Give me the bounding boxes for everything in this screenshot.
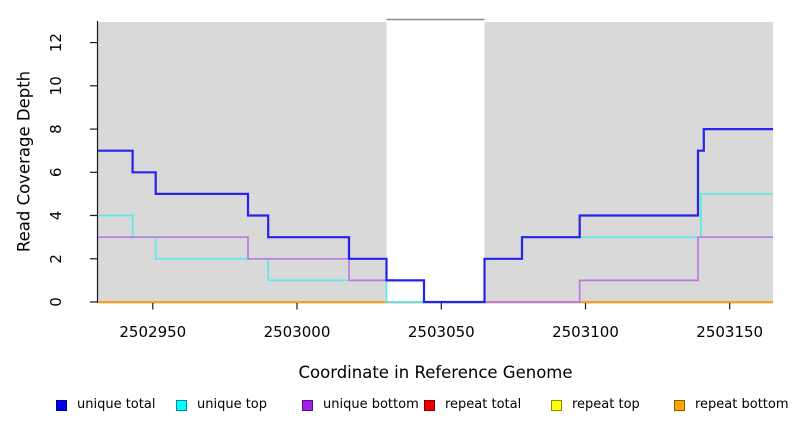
legend-item-repeat-bottom: repeat bottom	[674, 398, 789, 412]
legend-swatch-repeat-bottom	[674, 399, 685, 411]
legend-swatch-unique-total	[56, 399, 67, 411]
legend-item-repeat-top: repeat top	[551, 398, 640, 412]
x-tick-label: 2502950	[119, 323, 186, 341]
highlight-band	[386, 19, 485, 302]
y-tick-label: 0	[47, 297, 65, 307]
x-tick-label: 2503050	[408, 323, 475, 341]
legend-swatch-repeat-total	[424, 399, 435, 411]
y-tick-label: 4	[47, 211, 65, 221]
legend-swatch-unique-bottom	[302, 399, 313, 411]
y-tick-label: 12	[47, 33, 65, 52]
y-axis-title: Read Coverage Depth	[14, 70, 34, 253]
y-tick-label: 2	[47, 254, 65, 264]
y-tick-label: 8	[47, 124, 65, 134]
legend-label-unique-bottom: unique bottom	[323, 397, 419, 412]
legend-label-unique-total: unique total	[77, 397, 156, 412]
legend-item-unique-total: unique total	[56, 398, 155, 412]
legend-swatch-repeat-top	[551, 399, 562, 411]
legend-swatch-unique-top	[176, 399, 187, 411]
x-tick-label: 2503000	[264, 323, 331, 341]
legend-label-repeat-bottom: repeat bottom	[695, 397, 789, 412]
x-axis-title: Coordinate in Reference Genome	[298, 363, 573, 382]
y-tick-label: 10	[47, 76, 65, 95]
legend-label-repeat-top: repeat top	[572, 397, 640, 412]
legend-item-unique-bottom: unique bottom	[302, 398, 419, 412]
legend-item-unique-top: unique top	[176, 398, 267, 412]
legend-item-repeat-total: repeat total	[424, 398, 521, 412]
legend-label-unique-top: unique top	[197, 397, 268, 412]
legend-label-repeat-total: repeat total	[445, 397, 522, 412]
x-tick-label: 2503150	[696, 323, 763, 341]
y-tick-label: 6	[47, 168, 65, 178]
series-unique-total	[98, 128, 773, 304]
x-tick-label: 2503100	[552, 323, 619, 341]
